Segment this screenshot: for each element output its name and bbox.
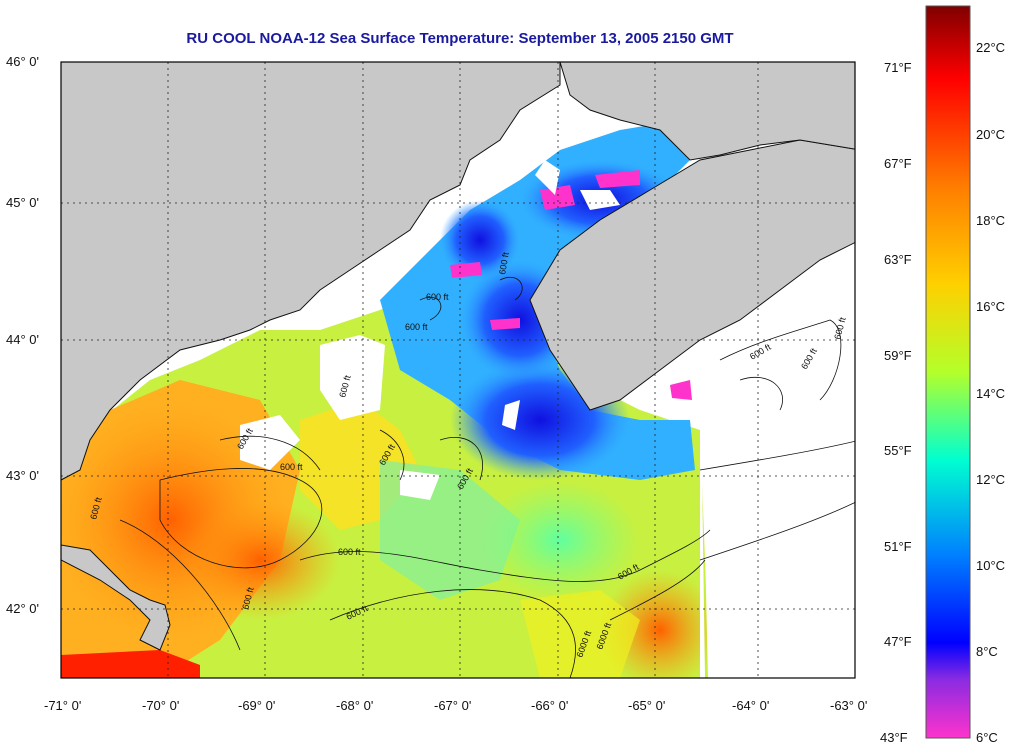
map-title: RU COOL NOAA-12 Sea Surface Temperature:…: [186, 30, 734, 47]
lon-label: -70° 0': [142, 698, 180, 713]
fahrenheit-label: 43°F: [880, 730, 908, 745]
temperature-color-scale: [925, 5, 971, 739]
contour-label: 600 ft: [280, 462, 303, 472]
celsius-label: 22°C: [976, 40, 1006, 55]
lat-label: 42° 0': [6, 601, 39, 616]
celsius-label: 14°C: [976, 386, 1006, 401]
fahrenheit-label: 67°F: [884, 156, 912, 171]
fahrenheit-label: 51°F: [884, 539, 912, 554]
fahrenheit-label: 59°F: [884, 348, 912, 363]
bathymetry-contours: [119, 277, 855, 678]
lat-label: 46° 0': [6, 54, 39, 69]
contour-label: 600 ft: [497, 251, 511, 275]
celsius-label: 16°C: [976, 299, 1006, 314]
lon-label: -71° 0': [44, 698, 82, 713]
lat-label: 44° 0': [6, 332, 39, 347]
fahrenheit-label: 71°F: [884, 60, 912, 75]
lon-label: -64° 0': [732, 698, 770, 713]
celsius-label: 6°C: [976, 730, 998, 745]
fahrenheit-label: 47°F: [884, 634, 912, 649]
lon-label: -66° 0': [531, 698, 569, 713]
contour-label: 600 ft: [426, 292, 449, 302]
celsius-label: 8°C: [976, 644, 998, 659]
celsius-label: 12°C: [976, 472, 1006, 487]
fahrenheit-label: 55°F: [884, 443, 912, 458]
fahrenheit-label: 63°F: [884, 252, 912, 267]
lat-label: 43° 0': [6, 468, 39, 483]
contour-label: 600 ft: [338, 547, 361, 557]
lon-label: -63° 0': [830, 698, 868, 713]
lon-label: -68° 0': [336, 698, 374, 713]
lat-lon-grid: [61, 62, 855, 678]
lon-label: -67° 0': [434, 698, 472, 713]
lat-label: 45° 0': [6, 195, 39, 210]
celsius-label: 10°C: [976, 558, 1006, 573]
contour-label: 600 ft: [405, 322, 428, 332]
celsius-label: 18°C: [976, 213, 1006, 228]
celsius-label: 20°C: [976, 127, 1006, 142]
land-mass: [61, 62, 855, 651]
lon-label: -69° 0': [238, 698, 276, 713]
map-area: 600 ft 600 ft 600 ft 600 ft 600 ft 600 f…: [61, 62, 855, 678]
map-frame: [60, 61, 856, 679]
lon-label: -65° 0': [628, 698, 666, 713]
